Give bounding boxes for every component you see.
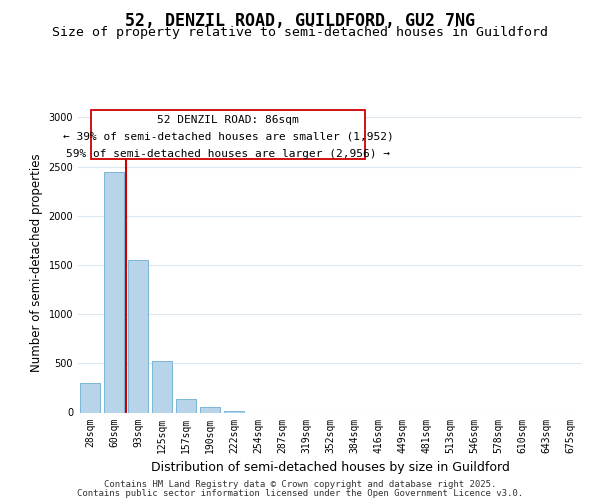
Bar — [200, 407, 220, 412]
Text: Contains public sector information licensed under the Open Government Licence v3: Contains public sector information licen… — [77, 489, 523, 498]
Text: Contains HM Land Registry data © Crown copyright and database right 2025.: Contains HM Land Registry data © Crown c… — [104, 480, 496, 489]
Text: ← 39% of semi-detached houses are smaller (1,952): ← 39% of semi-detached houses are smalle… — [62, 132, 394, 141]
Bar — [128, 260, 148, 412]
Text: 59% of semi-detached houses are larger (2,956) →: 59% of semi-detached houses are larger (… — [66, 148, 390, 158]
Text: 52 DENZIL ROAD: 86sqm: 52 DENZIL ROAD: 86sqm — [157, 115, 299, 125]
Bar — [224, 410, 244, 412]
Bar — [80, 383, 100, 412]
X-axis label: Distribution of semi-detached houses by size in Guildford: Distribution of semi-detached houses by … — [151, 461, 509, 474]
Bar — [176, 398, 196, 412]
Text: Size of property relative to semi-detached houses in Guildford: Size of property relative to semi-detach… — [52, 26, 548, 39]
Y-axis label: Number of semi-detached properties: Number of semi-detached properties — [30, 153, 43, 372]
FancyBboxPatch shape — [91, 110, 365, 159]
Bar — [152, 362, 172, 412]
Bar — [104, 172, 124, 412]
Text: 52, DENZIL ROAD, GUILDFORD, GU2 7NG: 52, DENZIL ROAD, GUILDFORD, GU2 7NG — [125, 12, 475, 30]
